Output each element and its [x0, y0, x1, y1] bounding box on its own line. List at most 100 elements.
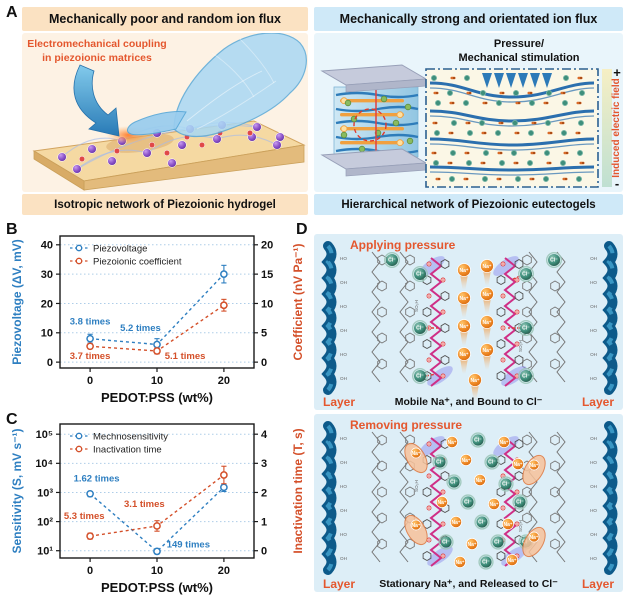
svg-text:Na⁺: Na⁺ [475, 478, 484, 484]
svg-text:2: 2 [261, 487, 267, 499]
svg-text:Cl⁻: Cl⁻ [388, 258, 396, 264]
minus-sign: - [615, 176, 619, 191]
layer-label-top-left: Layer [323, 395, 356, 409]
panel-a-right-header: Mechanically strong and orientated ion f… [314, 7, 623, 31]
induced-field-label: Induced electric field [611, 78, 622, 177]
svg-text:OH: OH [590, 256, 597, 261]
panel-a-left-header: Mechanically poor and random ion flux [22, 7, 308, 31]
svg-text:0: 0 [87, 375, 93, 387]
svg-text:Na⁺: Na⁺ [411, 451, 420, 457]
svg-text:Na⁺: Na⁺ [459, 296, 468, 302]
svg-text:Cl⁻: Cl⁻ [442, 540, 450, 546]
svg-text:Cl⁻: Cl⁻ [516, 500, 524, 506]
plus-sign: + [613, 65, 621, 80]
svg-text:Cl⁻: Cl⁻ [494, 540, 502, 546]
panel-a-right-illustration: Pressure/ Mechanical stimulation + - Ind… [314, 33, 623, 192]
svg-text:10¹: 10¹ [37, 546, 53, 558]
svg-text:HO: HO [590, 460, 597, 465]
panel-a-right-caption: Hierarchical network of Piezoionic eutec… [314, 194, 623, 215]
svg-text:SO₃H: SO₃H [518, 340, 523, 352]
svg-text:30: 30 [41, 269, 53, 281]
svg-text:HO: HO [340, 304, 347, 309]
svg-text:10⁴: 10⁴ [35, 458, 53, 470]
svg-text:Cl⁻: Cl⁻ [488, 460, 496, 466]
svg-text:OH: OH [590, 304, 597, 309]
svg-text:Cl⁻: Cl⁻ [436, 460, 444, 466]
removing-pressure-title: Removing pressure [350, 418, 463, 432]
svg-text:Cl⁻: Cl⁻ [522, 272, 530, 278]
svg-text:Na⁺: Na⁺ [447, 440, 456, 446]
svg-text:HO: HO [340, 352, 347, 357]
svg-text:20: 20 [41, 298, 53, 310]
svg-text:HO: HO [340, 484, 347, 489]
layered-stack [320, 64, 428, 177]
svg-text:Na⁺: Na⁺ [482, 264, 491, 270]
svg-text:Na⁺: Na⁺ [459, 324, 468, 330]
svg-text:PEDOT:PSS (wt%): PEDOT:PSS (wt%) [101, 580, 213, 595]
svg-text:0: 0 [47, 357, 53, 369]
svg-text:Piezoionic coefficient: Piezoionic coefficient [93, 256, 182, 267]
svg-text:Cl⁻: Cl⁻ [416, 272, 424, 278]
svg-text:10: 10 [41, 328, 53, 340]
svg-text:10: 10 [151, 565, 163, 577]
svg-text:HO: HO [340, 436, 347, 441]
svg-text:Na⁺: Na⁺ [482, 348, 491, 354]
layer-label-bottom-left: Layer [323, 577, 356, 591]
svg-text:10⁵: 10⁵ [36, 429, 53, 441]
svg-text:Na⁺: Na⁺ [503, 522, 512, 528]
svg-text:PEDOT:PSS (wt%): PEDOT:PSS (wt%) [101, 390, 213, 405]
svg-text:20: 20 [218, 565, 230, 577]
svg-text:Na⁺: Na⁺ [459, 352, 468, 358]
svg-text:5.2 times: 5.2 times [120, 323, 161, 334]
svg-text:Na⁺: Na⁺ [455, 560, 464, 566]
hydrogel-press-scene: Electromechanical coupling in piezoionic… [27, 33, 307, 191]
svg-text:SO₃H: SO₃H [414, 300, 419, 312]
panel-b-label: B [6, 221, 18, 238]
svg-text:Cl⁻: Cl⁻ [474, 438, 482, 444]
svg-text:OH: OH [340, 376, 347, 381]
svg-text:Na⁺: Na⁺ [507, 558, 516, 564]
panel-d-removing-pressure: HO OH OH HO HO OH OH HO HO OH OH HO SO₃H SO₃H Na⁺ Cl⁻ Na… [314, 414, 623, 592]
svg-text:Cl⁻: Cl⁻ [450, 480, 458, 486]
svg-text:Na⁺: Na⁺ [459, 268, 468, 274]
pressure-label-line2: Mechanical stimulation [458, 52, 579, 64]
svg-text:Piezovoltage (ΔV, mV): Piezovoltage (ΔV, mV) [10, 239, 24, 365]
layer-label-top-right: Layer [581, 395, 614, 409]
svg-text:HO: HO [590, 328, 597, 333]
svg-text:Mechnosensitivity: Mechnosensitivity [93, 431, 168, 442]
svg-text:3.7 times: 3.7 times [70, 351, 111, 362]
svg-text:3.1 times: 3.1 times [124, 499, 165, 510]
layer-label-bottom-right: Layer [581, 577, 614, 591]
svg-text:1.62 times: 1.62 times [74, 474, 120, 485]
svg-text:Cl⁻: Cl⁻ [522, 326, 530, 332]
svg-text:Na⁺: Na⁺ [529, 535, 538, 541]
svg-text:Cl⁻: Cl⁻ [416, 374, 424, 380]
svg-text:0: 0 [87, 565, 93, 577]
pressure-label-line1: Pressure/ [494, 38, 544, 50]
svg-text:Inactivation time (T, s): Inactivation time (T, s) [291, 428, 305, 553]
svg-text:Na⁺: Na⁺ [529, 463, 538, 469]
svg-text:Na⁺: Na⁺ [461, 458, 470, 464]
svg-text:Cl⁻: Cl⁻ [522, 374, 530, 380]
svg-text:HO: HO [590, 376, 597, 381]
svg-text:Na⁺: Na⁺ [499, 440, 508, 446]
panel-c-chart: 0 10 20 10¹ 10² 10³ 10⁴ 10⁵ 0 1 2 3 4 Sensitivity (S,… [10, 423, 305, 595]
svg-text:0: 0 [261, 546, 267, 558]
panel-c-label: C [6, 411, 18, 428]
svg-text:OH: OH [340, 328, 347, 333]
svg-text:OH: OH [340, 508, 347, 513]
applying-pressure-title: Applying pressure [350, 238, 456, 252]
svg-text:HO: HO [340, 256, 347, 261]
svg-text:Na⁺: Na⁺ [451, 520, 460, 526]
removing-pressure-scene: HO OH OH HO HO OH OH HO HO OH OH HO SO₃H SO₃H Na⁺ Cl⁻ Na… [321, 421, 618, 575]
svg-text:Na⁺: Na⁺ [489, 502, 498, 508]
svg-text:SO₃H: SO₃H [518, 520, 523, 532]
panel-d-applying-pressure: HO OH OH HO HO OH OH HO HO OH OH HO SO₃H SO₃H Cl⁻ Cl⁻ Cl… [314, 234, 623, 410]
svg-text:Cl⁻: Cl⁻ [478, 520, 486, 526]
svg-text:10²: 10² [37, 516, 53, 528]
panel-a-left-illustration: Electromechanical coupling in piezoionic… [22, 33, 308, 192]
svg-text:4: 4 [261, 429, 268, 441]
field-gradient-bar [602, 69, 612, 187]
svg-text:Sensitivity (S, mV s⁻¹): Sensitivity (S, mV s⁻¹) [10, 428, 24, 553]
